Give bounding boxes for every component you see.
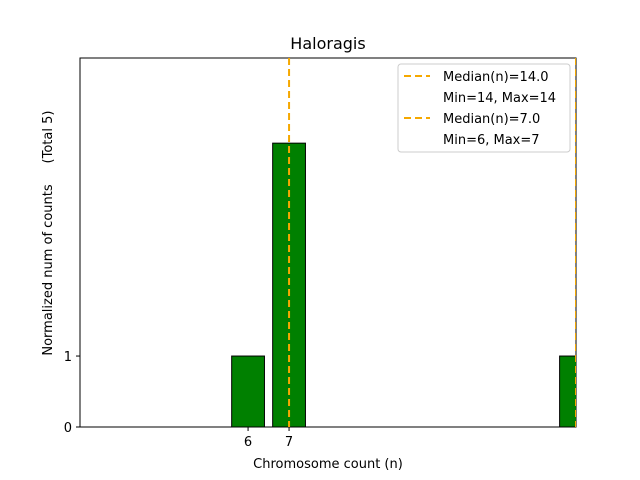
y-tick-label-1: 1 xyxy=(64,350,72,365)
y-axis-total-label: (Total 5) xyxy=(41,111,56,164)
legend-box xyxy=(397,63,571,153)
y-tick-label-0: 0 xyxy=(64,421,72,436)
x-axis-label: Chromosome count (n) xyxy=(253,457,403,472)
legend: Median(n)=14.0 Min=14, Max=14 Median(n)=… xyxy=(397,63,571,153)
legend-label-range-2: Min=6, Max=7 xyxy=(443,133,540,148)
legend-label-median-2: Median(n)=7.0 xyxy=(443,112,540,127)
x-tick-label-6: 6 xyxy=(244,435,252,450)
y-axis: 01 xyxy=(64,350,80,436)
plot-frame xyxy=(79,57,577,428)
bar-6 xyxy=(231,355,265,427)
chart-title: Haloragis xyxy=(290,34,365,53)
legend-label-median-1: Median(n)=14.0 xyxy=(443,70,549,85)
bars xyxy=(231,142,576,427)
legend-label-range-1: Min=14, Max=14 xyxy=(443,91,556,106)
median-lines xyxy=(288,58,576,427)
plot-area xyxy=(79,57,577,428)
x-tick-label-7: 7 xyxy=(285,435,293,450)
bar-14 xyxy=(559,355,576,427)
y-axis-label: Normalized num of counts xyxy=(41,184,56,355)
